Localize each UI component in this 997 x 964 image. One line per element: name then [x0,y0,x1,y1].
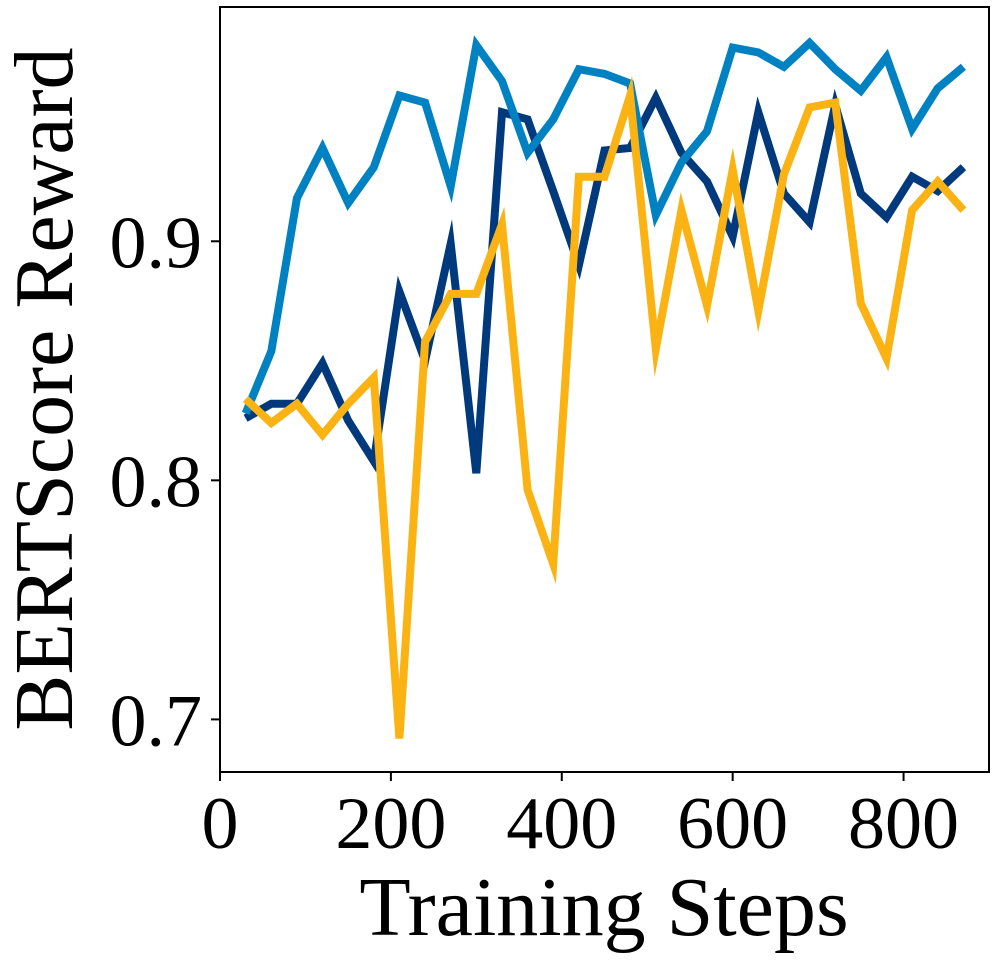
y-axis: 0.7 0.8 0.9 [110,202,220,762]
x-axis: 0 200 400 600 800 [202,772,959,865]
y-axis-label: BERTScore Reward [0,47,91,730]
y-tick-label: 0.9 [110,202,203,284]
y-tick-label: 0.8 [110,441,203,523]
series-line-1 [243,88,967,474]
series-line-2 [241,35,966,415]
series-line-3 [242,75,967,739]
x-tick-label: 800 [848,783,959,865]
x-tick-label: 400 [506,783,617,865]
plot-area-frame [219,6,990,773]
x-tick-label: 600 [677,783,788,865]
y-tick-label: 0.7 [110,680,203,762]
x-tick-label: 200 [335,783,446,865]
x-tick-label: 0 [202,783,239,865]
series-layer [241,35,967,739]
x-axis-label: Training Steps [359,861,848,954]
